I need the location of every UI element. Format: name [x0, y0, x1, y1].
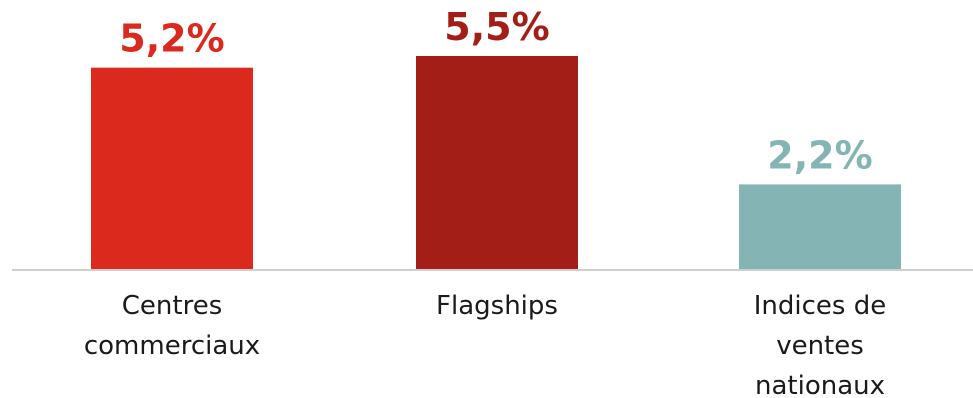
bars-group — [91, 56, 901, 270]
category-label-2: Indices de ventes nationaux — [754, 291, 886, 398]
category-label-1: Flagships — [436, 291, 558, 321]
bar-0 — [91, 67, 253, 270]
value-label-0: 5,2% — [119, 17, 224, 61]
category-label-2-line-0: Indices de — [754, 291, 886, 321]
value-label-2: 2,2% — [767, 133, 872, 177]
value-labels-group: 5,2% 5,5% 2,2% — [119, 5, 872, 177]
category-labels-group: Centres commerciaux Flagships Indices de ven… — [84, 291, 886, 398]
category-label-2-line-1: ventes — [776, 331, 864, 361]
category-label-0-line-1: commerciaux — [84, 331, 260, 361]
category-label-0: Centres commerciaux — [84, 291, 260, 361]
bar-1 — [416, 56, 578, 270]
value-label-1: 5,5% — [444, 5, 549, 49]
bar-2 — [739, 184, 901, 270]
category-label-0-line-0: Centres — [122, 291, 222, 321]
category-label-2-line-2: nationaux — [755, 371, 885, 398]
category-label-1-line-0: Flagships — [436, 291, 558, 321]
